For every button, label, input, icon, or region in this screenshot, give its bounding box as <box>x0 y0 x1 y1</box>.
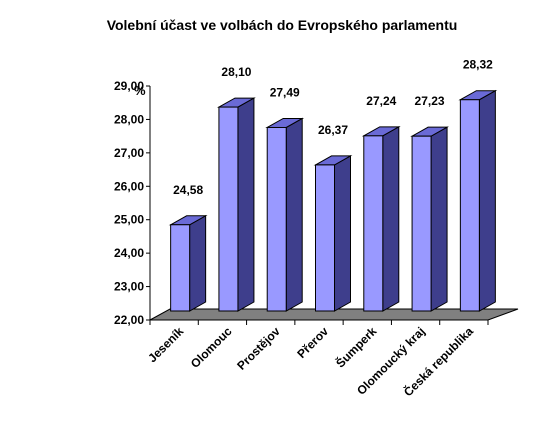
bar-7 <box>458 89 498 312</box>
bar-front-face <box>266 126 287 312</box>
bar-side-face <box>237 97 255 312</box>
category-label: Jeseník <box>145 324 186 365</box>
bars <box>168 89 498 312</box>
chart-title: Volební účast ve volbách do Evropského p… <box>107 17 458 33</box>
bar-side-face <box>285 117 303 312</box>
bar-front-face <box>459 99 480 312</box>
y-tick-label: 24,00 <box>114 246 144 260</box>
category-label: Přerov <box>294 324 331 361</box>
y-tick-label: 22,00 <box>114 313 144 327</box>
bar-side-face <box>382 125 400 312</box>
bar-front-face <box>218 106 239 312</box>
bar-side-face <box>189 214 207 312</box>
y-tick-label: 23,00 <box>114 280 144 294</box>
bar-5 <box>361 125 401 312</box>
bar-front-face <box>411 135 432 312</box>
bar-front-face <box>315 164 335 312</box>
y-tick-label: 26,00 <box>114 179 144 193</box>
bar-4 <box>313 155 353 312</box>
value-label: 26,37 <box>318 123 348 137</box>
bar-2 <box>217 97 256 312</box>
y-tick-label: 27,00 <box>114 146 144 160</box>
bar-side-face <box>334 155 351 312</box>
category-label: Prostějov <box>234 324 283 373</box>
value-label: 28,10 <box>221 65 251 79</box>
value-label: 27,24 <box>366 94 396 108</box>
bar-front-face <box>363 135 384 312</box>
bar-side-face <box>430 126 448 312</box>
value-label: 28,32 <box>463 58 493 72</box>
bar-front-face <box>170 224 191 312</box>
value-labels: 24,58 28,10 27,49 26,37 27,24 27,23 28,32 <box>173 58 493 197</box>
y-tick-label: 29,00 <box>114 79 144 93</box>
y-axis: 22,00 23,00 24,00 25,00 26,00 27,00 28,00 29,00 <box>114 79 489 327</box>
value-label: 27,49 <box>270 85 300 99</box>
bar-6 <box>410 126 449 312</box>
bar-3 <box>265 117 305 312</box>
value-label: 27,23 <box>415 94 445 108</box>
value-label: 24,58 <box>173 183 203 197</box>
bar-1 <box>168 214 208 312</box>
y-axis-unit-label: % <box>134 83 146 98</box>
bar-side-face <box>478 89 496 312</box>
y-tick-label: 28,00 <box>114 112 144 126</box>
category-label: Šumperk <box>332 323 379 370</box>
y-tick-label: 25,00 <box>114 213 144 227</box>
category-label: Olomouc <box>188 324 235 371</box>
category-labels: Jeseník Olomouc Prostějov Přerov ŠumperkOlom… <box>145 323 476 399</box>
